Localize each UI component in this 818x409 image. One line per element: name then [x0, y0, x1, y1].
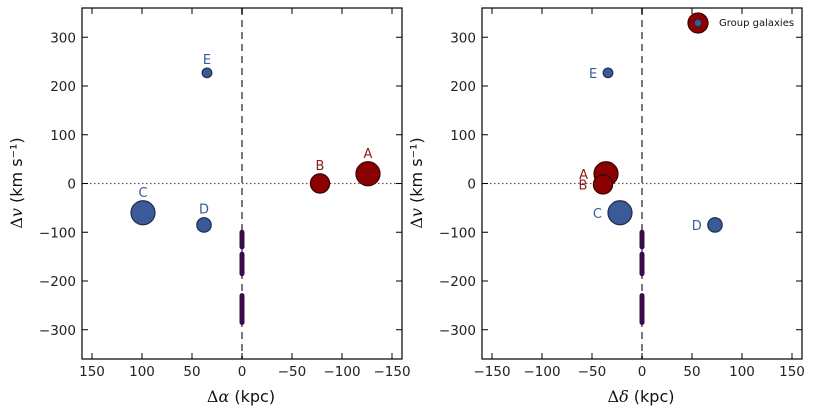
- galaxy-point-d: [196, 217, 212, 233]
- x-tick-label: 50: [683, 364, 700, 380]
- left-xlabel: Δα (kpc): [207, 387, 275, 406]
- x-tick-label: −50: [578, 364, 607, 380]
- x-tick-label: 150: [79, 364, 105, 380]
- galaxy-point-c: [607, 200, 633, 226]
- y-tick-label: −200: [439, 274, 476, 290]
- galaxy-point-e: [201, 67, 213, 79]
- y-tick-label: −100: [39, 225, 76, 241]
- galaxy-label-e: E: [203, 53, 211, 68]
- legend-marker-inner: [694, 19, 702, 27]
- galaxy-point-e: [602, 67, 614, 79]
- x-tick-label: 0: [238, 364, 247, 380]
- x-tick-label: 50: [183, 364, 200, 380]
- galaxy-point-b: [309, 173, 331, 194]
- galaxy-point-d: [707, 217, 723, 233]
- y-tick-label: 300: [50, 30, 76, 46]
- galaxy-point-b: [592, 174, 614, 195]
- galaxy-label-d: D: [199, 203, 209, 218]
- galaxy-label-a: A: [364, 147, 373, 162]
- x-tick-label: 100: [129, 364, 155, 380]
- galaxy-point-a: [355, 161, 381, 187]
- y-tick-label: 0: [467, 177, 476, 193]
- galaxy-label-b: B: [316, 159, 325, 174]
- galaxy-label-c: C: [138, 186, 147, 201]
- y-tick-label: −300: [39, 323, 76, 339]
- y-tick-label: 300: [450, 30, 476, 46]
- right-panel: ABC D E −150 −100 −50 0 50 100 150 300 200 100 0 −100 −…: [439, 7, 805, 380]
- legend: Group galaxies: [687, 12, 794, 34]
- y-tick-label: 0: [67, 177, 76, 193]
- y-tick-label: 200: [50, 79, 76, 95]
- legend-label: Group galaxies: [719, 18, 794, 29]
- x-tick-label: −150: [373, 364, 410, 380]
- galaxy-label-b: B: [578, 178, 587, 193]
- y-tick-label: −100: [439, 225, 476, 241]
- y-tick-label: 100: [50, 128, 76, 144]
- x-tick-label: −50: [278, 364, 307, 380]
- right-ylabel: Δv (km s⁻¹): [407, 137, 426, 228]
- x-tick-label: 0: [638, 364, 647, 380]
- y-tick-label: 200: [450, 79, 476, 95]
- x-tick-label: 100: [729, 364, 755, 380]
- galaxy-label-a: A: [579, 168, 588, 183]
- y-tick-label: −300: [439, 323, 476, 339]
- galaxy-point-c: [130, 200, 156, 226]
- y-tick-label: −200: [39, 274, 76, 290]
- x-tick-label: −150: [473, 364, 510, 380]
- galaxy-label-d: D: [692, 219, 702, 234]
- left-panel: A B C D E 150 100 50 0 −50 −100 −150 300 200 100 0 −100 −…: [39, 7, 411, 380]
- x-tick-label: −100: [323, 364, 360, 380]
- galaxy-label-c: C: [593, 207, 602, 222]
- x-tick-label: −100: [523, 364, 560, 380]
- y-tick-label: 100: [450, 128, 476, 144]
- x-tick-label: 150: [779, 364, 805, 380]
- left-ylabel: Δv (km s⁻¹): [7, 137, 26, 228]
- right-xlabel: Δδ (kpc): [608, 387, 675, 406]
- galaxy-label-e: E: [589, 67, 597, 82]
